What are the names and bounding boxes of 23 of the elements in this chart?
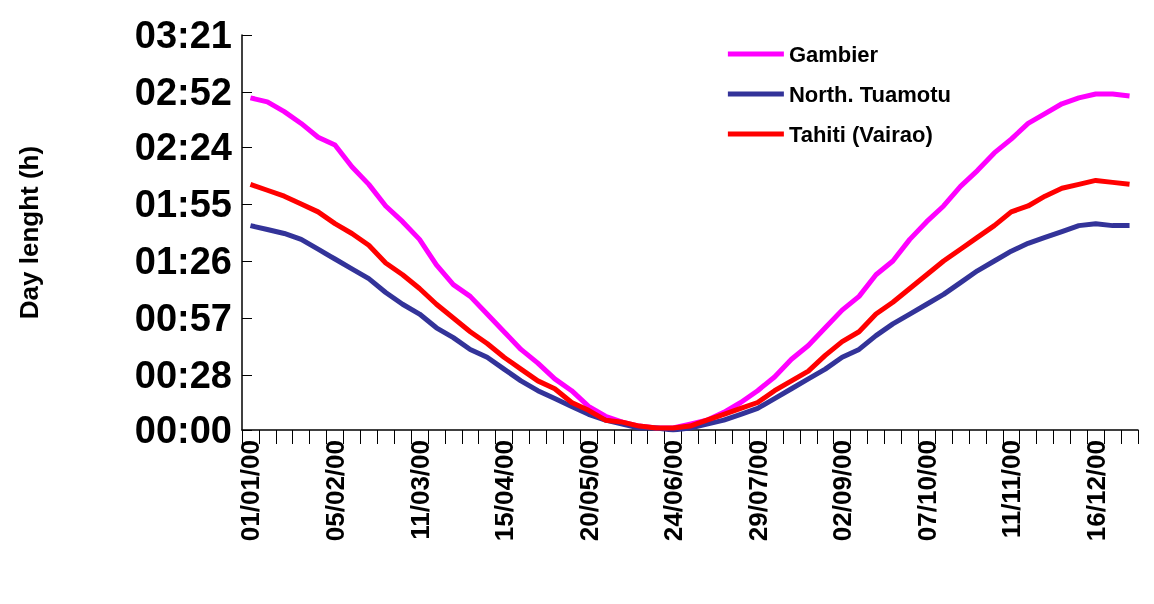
x-tick-label: 20/05/00 xyxy=(573,440,604,542)
y-tick-label: 00:28 xyxy=(134,353,232,396)
y-tick-label: 02:52 xyxy=(134,70,232,113)
x-tick-label: 24/06/00 xyxy=(658,440,689,542)
x-tick-label: 16/12/00 xyxy=(1080,440,1111,542)
y-tick-label: 00:57 xyxy=(134,296,232,339)
y-axis-title: Day lenght (h) xyxy=(14,145,44,320)
x-tick-label: 01/01/00 xyxy=(235,440,266,542)
x-tick-label: 11/11/00 xyxy=(996,440,1027,539)
x-tick-label: 11/03/00 xyxy=(404,440,435,540)
x-tick-label: 02/09/00 xyxy=(827,440,858,542)
y-tick-label: 01:55 xyxy=(134,183,232,226)
x-tick-label: 29/07/00 xyxy=(742,440,773,542)
y-tick-label: 01:26 xyxy=(134,239,232,282)
y-tick-label: 03:21 xyxy=(134,14,232,56)
x-tick-label: 07/10/00 xyxy=(911,440,942,542)
x-tick-label: 05/02/00 xyxy=(319,440,350,542)
x-tick-label: 15/04/00 xyxy=(489,440,520,542)
legend-label: Tahiti (Vairao) xyxy=(788,121,933,147)
y-tick-label: 00:00 xyxy=(134,409,232,451)
legend-label: Gambier xyxy=(788,41,879,67)
y-tick-label: 02:24 xyxy=(134,126,232,169)
legend-label: North. Tuamotu xyxy=(788,81,951,107)
